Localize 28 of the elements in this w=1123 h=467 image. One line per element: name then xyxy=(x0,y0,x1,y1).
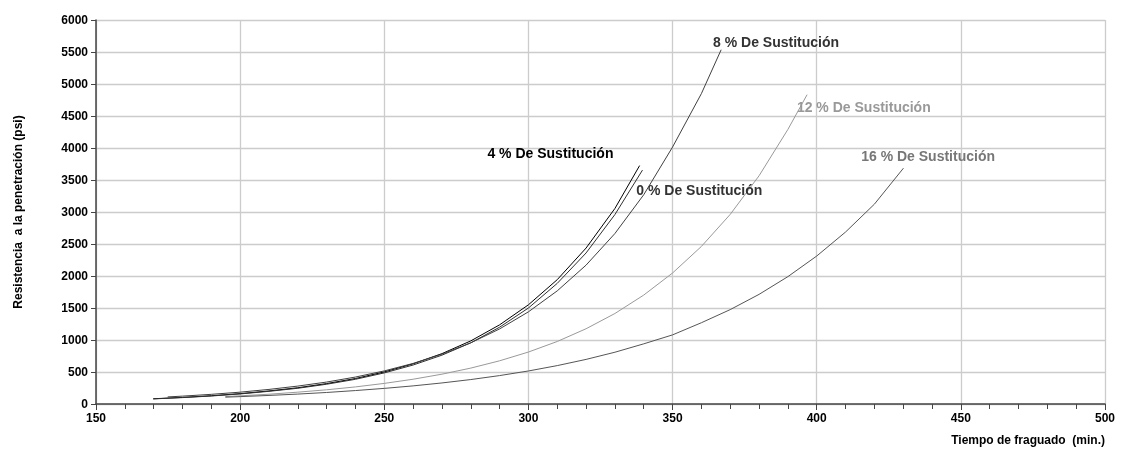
x-tick-label: 150 xyxy=(85,411,107,425)
y-tick-label: 5000 xyxy=(61,77,89,91)
y-tick-label: 2500 xyxy=(61,237,89,251)
x-tick-label: 450 xyxy=(950,411,972,425)
y-tick-label: 3500 xyxy=(61,173,89,187)
x-axis-title: Tiempo de fraguado (min.) xyxy=(951,433,1105,447)
y-tick-label: 6000 xyxy=(61,13,89,27)
x-tick-label: 300 xyxy=(518,411,539,425)
x-tick-label: 250 xyxy=(374,411,395,425)
y-tick-label: 3000 xyxy=(61,205,89,219)
y-tick-label: 5500 xyxy=(61,45,89,59)
series-label: 12 % De Sustitución xyxy=(796,99,931,116)
x-tick-label: 350 xyxy=(662,411,683,425)
y-tick-label: 1500 xyxy=(61,301,89,315)
x-tick-label: 200 xyxy=(230,411,251,425)
series-label: 4 % De Sustitución xyxy=(487,144,614,161)
y-tick-label: 500 xyxy=(67,365,89,379)
y-tick-label: 4500 xyxy=(61,109,89,123)
series-label: 8 % De Sustitución xyxy=(713,34,840,51)
y-tick-label: 4000 xyxy=(61,141,89,155)
y-tick-label: 2000 xyxy=(61,269,89,283)
y-tick-label: 0 xyxy=(81,397,89,411)
x-tick-label: 500 xyxy=(1094,411,1116,425)
y-tick-label: 1000 xyxy=(61,333,89,347)
x-tick-label: 400 xyxy=(806,411,828,425)
series-label: 0 % De Sustitución xyxy=(636,182,763,199)
y-axis-title: Resistencia a la penetración (psi) xyxy=(11,115,25,309)
series-label: 16 % De Sustitución xyxy=(861,148,996,165)
